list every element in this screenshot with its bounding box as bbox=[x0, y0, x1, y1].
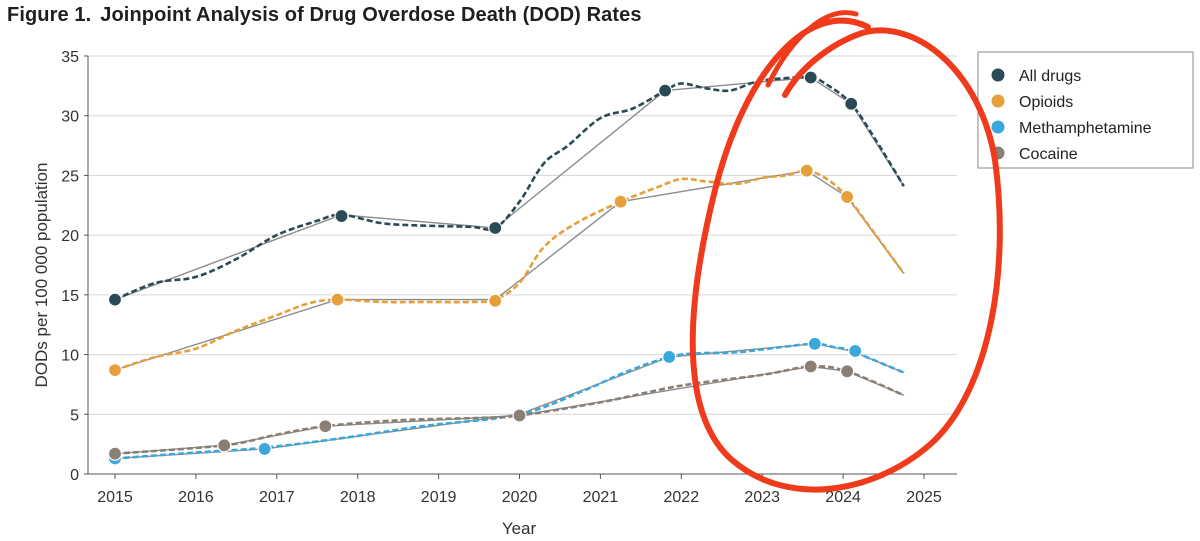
joinpoint-methamphetamine-2 bbox=[662, 349, 677, 365]
joinpoint-methamphetamine-3 bbox=[807, 336, 822, 351]
legend-marker-methamphetamine bbox=[991, 120, 1005, 134]
joinpoint-opioids-5 bbox=[840, 189, 855, 205]
red-circle-stroke-inner bbox=[765, 10, 859, 88]
joinpoint-cocaine-3 bbox=[512, 408, 527, 423]
y-tick-label-10: 10 bbox=[61, 348, 79, 365]
fit-line-cocaine bbox=[114, 365, 905, 455]
x-tick-label-2019: 2019 bbox=[421, 489, 457, 506]
y-axis-title: DODs per 100 000 population bbox=[32, 163, 51, 388]
joinpoint-methamphetamine-1 bbox=[257, 441, 272, 457]
legend-label-all-drugs: All drugs bbox=[1019, 68, 1081, 85]
joinpoint-markers bbox=[107, 70, 863, 466]
fit-lines bbox=[114, 76, 905, 460]
joinpoint-cocaine-2 bbox=[318, 419, 333, 434]
observed-line-opioids bbox=[114, 169, 905, 372]
y-tick-label-20: 20 bbox=[61, 228, 79, 245]
x-tick-label-2022: 2022 bbox=[664, 489, 700, 506]
joinpoint-cocaine-4 bbox=[803, 359, 818, 374]
joinpoint-opioids-4 bbox=[799, 163, 814, 178]
x-tick-label-2023: 2023 bbox=[744, 489, 780, 506]
joinpoint-opioids-2 bbox=[488, 293, 503, 308]
y-tick-label-35: 35 bbox=[61, 49, 79, 66]
joinpoint-cocaine-5 bbox=[840, 364, 855, 379]
joinpoint-cocaine-1 bbox=[217, 438, 232, 453]
legend: All drugs Opioids Methamphetamine Cocaine bbox=[977, 51, 1194, 169]
legend-marker-all-drugs bbox=[991, 68, 1005, 82]
joinpoint-all-drugs-3 bbox=[658, 83, 673, 98]
observed-lines bbox=[114, 75, 905, 460]
x-tick-label-2015: 2015 bbox=[97, 489, 133, 506]
y-tick-label-25: 25 bbox=[61, 168, 79, 185]
red-circle-annotation bbox=[689, 10, 1003, 493]
y-tick-label-5: 5 bbox=[70, 407, 79, 424]
x-axis-title: Year bbox=[502, 519, 537, 538]
joinpoint-cocaine-0 bbox=[107, 446, 123, 461]
observed-line-cocaine bbox=[114, 365, 905, 455]
legend-label-opioids: Opioids bbox=[1019, 94, 1073, 111]
observed-line-methamphetamine bbox=[114, 342, 905, 460]
figure-title: Figure 1. Joinpoint Analysis of Drug Over… bbox=[7, 4, 642, 27]
joinpoint-all-drugs-2 bbox=[488, 220, 503, 236]
joinpoint-methamphetamine-4 bbox=[848, 343, 863, 359]
legend-label-methamphetamine: Methamphetamine bbox=[1019, 120, 1152, 137]
observed-line-all-drugs bbox=[114, 75, 905, 301]
joinpoint-opioids-3 bbox=[613, 194, 628, 209]
x-tick-label-2025: 2025 bbox=[906, 489, 942, 506]
joinpoint-opioids-0 bbox=[107, 362, 123, 378]
y-tick-label-15: 15 bbox=[61, 288, 79, 305]
figure-label: Figure 1. bbox=[7, 4, 92, 26]
legend-box bbox=[977, 51, 1194, 169]
y-tick-label-0: 0 bbox=[70, 467, 79, 484]
x-tick-label-2018: 2018 bbox=[340, 489, 376, 506]
legend-marker-opioids bbox=[991, 94, 1005, 108]
x-tick-label-2024: 2024 bbox=[825, 489, 861, 506]
joinpoint-all-drugs-0 bbox=[107, 292, 123, 307]
legend-label-cocaine: Cocaine bbox=[1019, 146, 1078, 163]
axes bbox=[84, 55, 957, 479]
fit-line-opioids bbox=[114, 169, 905, 371]
joinpoint-opioids-1 bbox=[330, 292, 345, 307]
red-circle-stroke-outer bbox=[689, 17, 1003, 493]
joinpoint-all-drugs-5 bbox=[844, 96, 859, 111]
joinpoint-all-drugs-4 bbox=[803, 70, 818, 85]
fit-line-all-drugs bbox=[114, 76, 905, 301]
figure-title-text: Joinpoint Analysis of Drug Overdose Deat… bbox=[100, 4, 642, 26]
fit-line-methamphetamine bbox=[114, 343, 905, 460]
x-tick-label-2021: 2021 bbox=[583, 489, 619, 506]
x-tick-label-2020: 2020 bbox=[502, 489, 538, 506]
gridlines bbox=[88, 55, 957, 415]
y-tick-label-30: 30 bbox=[61, 109, 79, 126]
x-tick-label-2017: 2017 bbox=[259, 489, 295, 506]
joinpoint-all-drugs-1 bbox=[334, 208, 349, 224]
x-tick-label-2016: 2016 bbox=[178, 489, 214, 506]
